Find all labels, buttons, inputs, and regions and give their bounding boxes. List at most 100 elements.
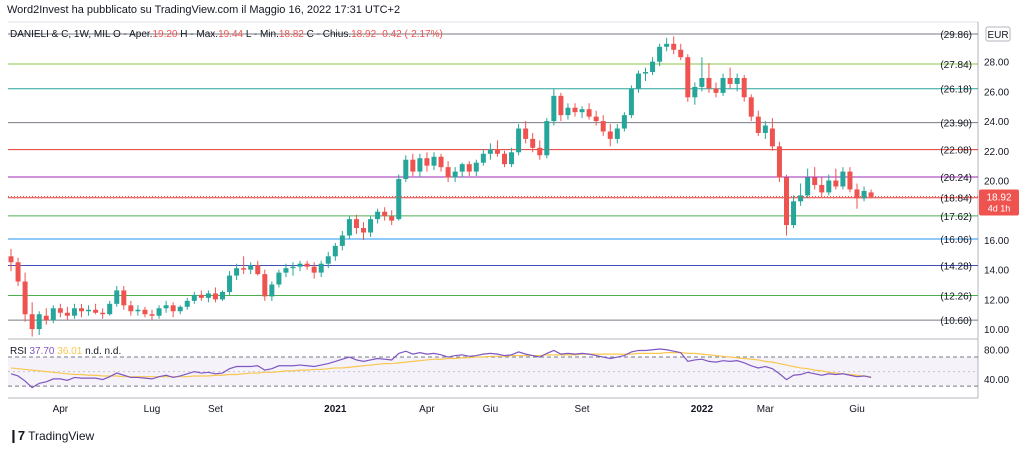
candle [50,308,56,321]
level-label-16.06: (16.06) [940,235,972,246]
candle [43,315,49,321]
price-tick: 26.00 [984,87,1009,98]
rsi-tick: 40.00 [984,375,1009,386]
candle [318,263,324,273]
candle [396,179,402,220]
candle [628,88,634,116]
candle [389,216,395,221]
last-price-value: 18.92 [986,193,1011,204]
candle [621,115,627,129]
candle [15,262,21,282]
candle [635,73,641,89]
candle [177,306,183,312]
candle [847,171,853,190]
candle [586,109,592,117]
ohlc-legend: DANIELI & C, 1W, MIL O - Aper.19.20 H - … [10,29,443,40]
candle [664,43,670,47]
price-tick: 28.00 [984,58,1009,69]
candle [502,153,507,165]
time-tick: Set [575,404,590,415]
currency-box [985,26,1011,42]
candle [248,265,254,270]
candle [269,284,275,297]
candle [748,97,754,117]
level-label-20.24: (20.24) [940,173,972,184]
time-tick: Mar [757,404,775,415]
candle [741,78,747,98]
candle [64,312,70,316]
candle [156,308,162,316]
brand-name: TradingView [28,429,95,443]
candle [692,86,698,98]
candle [762,125,768,133]
level-label-10.60: (10.60) [940,316,972,327]
candle [198,294,204,298]
candle [163,305,169,309]
candle [713,88,719,93]
level-label-14.28: (14.28) [940,261,972,272]
candle [212,293,218,300]
candle [22,281,28,315]
candle [600,121,606,132]
candle [473,162,479,172]
candle [86,309,92,312]
candle [755,116,761,133]
candle [551,95,557,122]
candle [71,308,77,316]
candle [191,294,197,301]
candle [283,268,289,273]
level-label-27.84: (27.84) [940,60,972,71]
candle [784,177,789,226]
candle [607,131,613,139]
time-tick: 2021 [324,404,347,415]
candle [699,78,705,87]
candle [833,180,839,187]
candle [805,177,811,196]
tradingview-branding[interactable]: ❙7 TradingView [8,428,94,444]
time-tick: Set [208,404,223,415]
candle [353,219,359,229]
time-tick: 2022 [691,404,714,415]
candle [149,314,155,316]
candle [509,152,515,165]
candle [706,78,712,89]
level-label-26.18: (26.18) [940,85,972,96]
candle [861,190,867,199]
candle [572,107,578,113]
rsi-line [10,348,872,389]
candle [445,167,451,178]
candle [234,268,240,276]
candle [643,72,648,74]
candle [290,266,296,269]
candle [79,308,84,312]
candle [339,235,345,246]
candle [530,138,536,148]
candle [812,177,818,185]
candle [565,107,571,116]
candle [241,268,247,270]
time-tick: Apr [419,404,435,415]
rsi-legend: RSI 37.70 36.01 n.d. n.d. [10,346,121,357]
candle [798,195,804,202]
candle [776,146,782,178]
candle [375,211,381,220]
candle [466,164,472,172]
candle [579,109,585,113]
candle [135,309,141,312]
price-tick: 16.00 [984,236,1009,247]
candle [734,78,740,84]
candle [262,274,268,297]
level-label-23.90: (23.90) [940,119,972,130]
candle [826,180,832,193]
candle [537,147,543,156]
candle [417,158,423,172]
candle [410,159,416,172]
candle [819,184,825,193]
candle [791,201,797,226]
candle [325,256,331,264]
candle [368,219,374,233]
level-label-18.84: (18.84) [940,194,972,205]
candle [516,128,522,153]
